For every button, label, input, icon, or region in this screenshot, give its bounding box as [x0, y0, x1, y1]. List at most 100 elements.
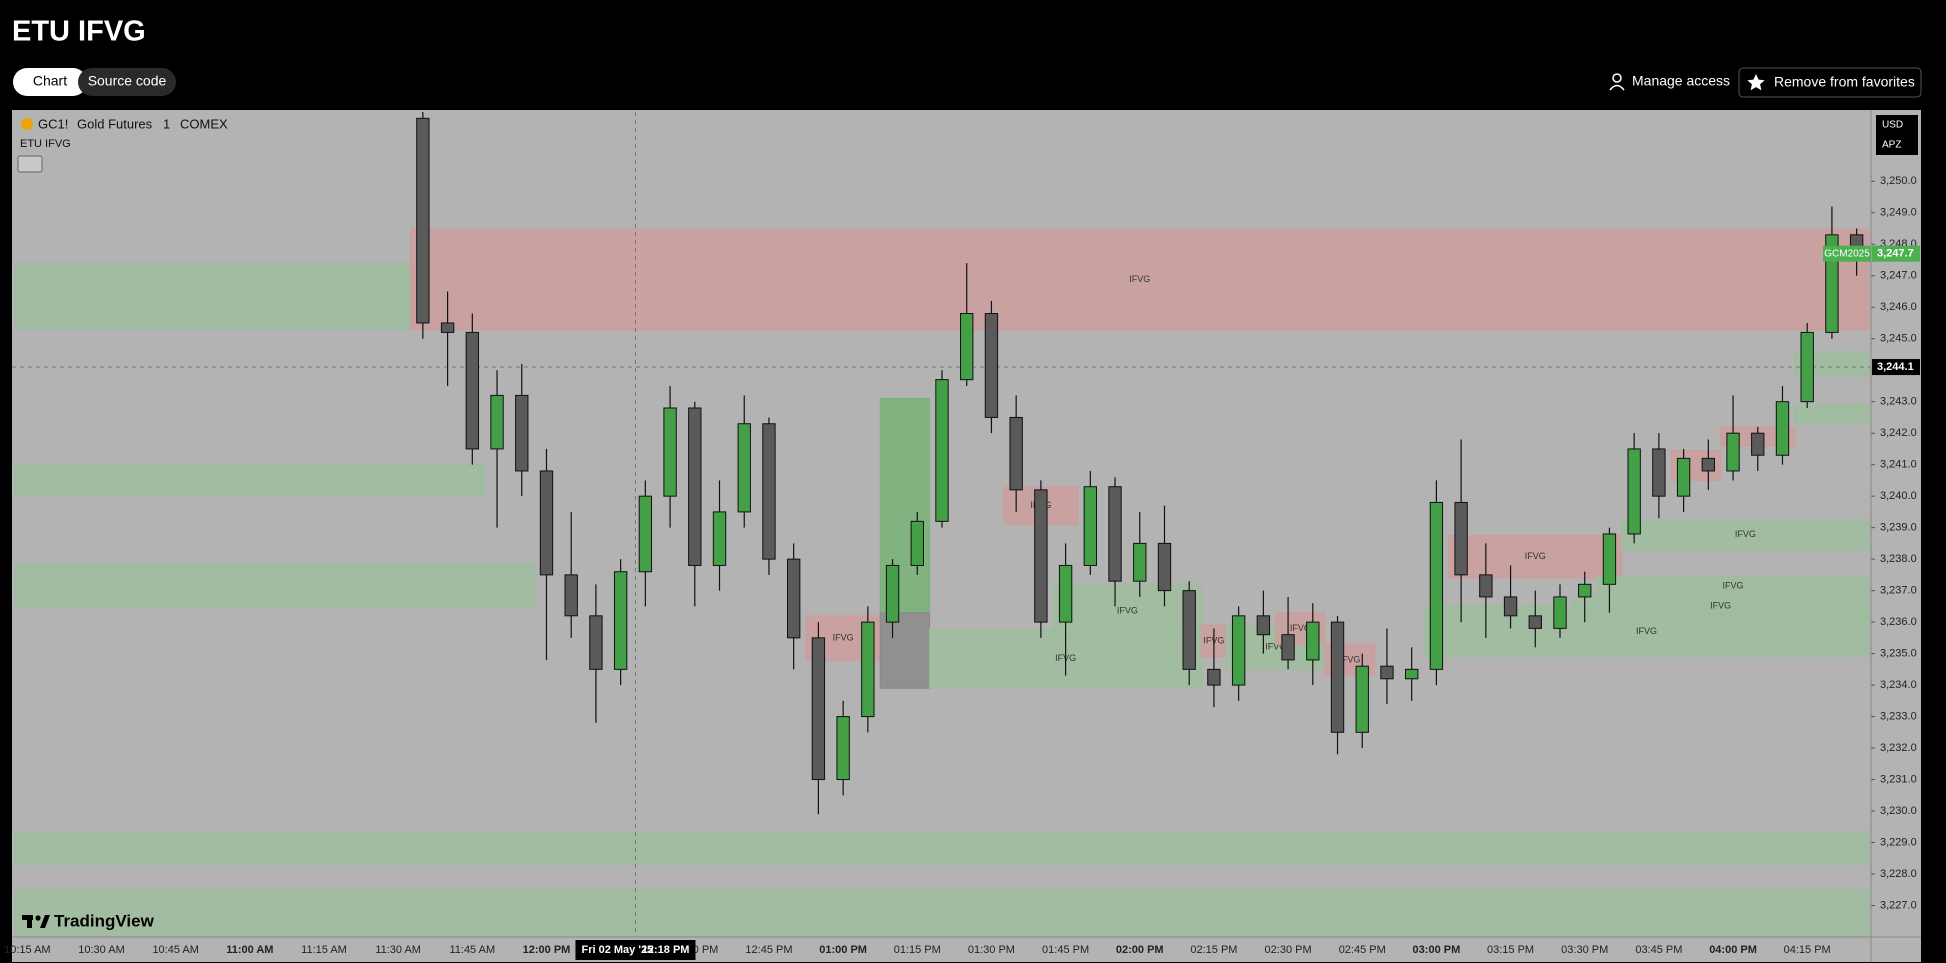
y-tick-label: 3,247.0 — [1880, 270, 1917, 282]
zone — [1052, 583, 1203, 639]
candle-body — [910, 520, 924, 566]
y-tick-label: 3,227.0 — [1880, 899, 1917, 911]
exchange: COMEX — [180, 116, 228, 131]
crosshair-time: 12:18 PM — [642, 944, 690, 956]
x-tick-label: 11:15 AM — [301, 944, 347, 956]
favorite-label[interactable]: Remove from favorites — [1774, 74, 1915, 90]
tab-chart[interactable] — [13, 68, 87, 96]
crosshair-date: Fri 02 May '25 — [581, 944, 653, 956]
last-price-label: 3,247.7 — [1877, 248, 1914, 260]
candle-body — [564, 574, 578, 617]
y-tick-label: 3,236.0 — [1880, 616, 1917, 628]
candle-body — [1676, 457, 1691, 497]
collapse-button[interactable] — [17, 155, 43, 173]
candle-body — [688, 407, 702, 566]
tab-label[interactable]: Source code — [88, 73, 167, 89]
candle-body — [1751, 432, 1765, 456]
manage-access[interactable]: Manage access — [1632, 73, 1730, 89]
y-tick-label: 3,233.0 — [1880, 710, 1917, 722]
x-tick-label: 03:00 PM — [1413, 944, 1461, 956]
candle-body — [589, 615, 603, 670]
x-tick-label: 01:15 PM — [894, 944, 941, 956]
x-tick-label: 10:15 AM — [4, 944, 50, 956]
last-price-tag — [1872, 245, 1920, 262]
x-tick-label: 04:00 PM — [1709, 944, 1757, 956]
tab-source[interactable] — [78, 68, 176, 96]
zone — [14, 262, 412, 330]
zone — [410, 228, 1870, 331]
zone-label: IFVG — [1290, 623, 1311, 633]
x-tick-label: 11:30 AM — [375, 944, 421, 956]
y-tick-label: 3,245.0 — [1880, 333, 1917, 345]
candle-body — [1231, 615, 1246, 686]
zone — [1571, 596, 1870, 617]
y-tick-label: 3,249.0 — [1880, 207, 1917, 219]
candle-body — [762, 423, 776, 560]
candle-body — [1528, 615, 1542, 629]
symbol-icon — [21, 118, 33, 130]
candle-body — [935, 379, 949, 522]
candle-body — [465, 331, 480, 450]
y-tick-label: 3,238.0 — [1880, 553, 1917, 565]
y-tick-label: 3,241.0 — [1880, 459, 1917, 471]
candle-body — [1380, 665, 1394, 680]
zone-label: IFVG — [1339, 654, 1360, 664]
x-tick-label: 11:45 AM — [449, 944, 495, 956]
zone — [1794, 404, 1870, 425]
y-tick-label: 3,240.0 — [1880, 490, 1917, 502]
crosshair-time-tag — [575, 940, 696, 960]
candle-body — [1281, 634, 1295, 661]
y-tick-label: 3,232.0 — [1880, 742, 1917, 754]
candle-body — [1133, 542, 1147, 582]
candle-body — [1701, 457, 1716, 472]
zone — [1621, 519, 1870, 551]
unit[interactable]: APZ — [1882, 140, 1901, 151]
y-tick-label: 3,237.0 — [1880, 585, 1917, 597]
x-tick-label: 01:00 PM — [819, 944, 867, 956]
x-tick-label: 03:45 PM — [1635, 944, 1682, 956]
candle-body — [1207, 668, 1221, 686]
favorite-button[interactable] — [1738, 67, 1922, 98]
candle-body — [515, 394, 529, 472]
x-tick-label: 03:30 PM — [1561, 944, 1608, 956]
x-tick-label: 02:15 PM — [1190, 944, 1237, 956]
y-tick-label: 3,235.0 — [1880, 648, 1917, 660]
y-tick-label: 3,229.0 — [1880, 836, 1917, 848]
candle-body — [787, 558, 801, 639]
zone-label: IFVG — [1525, 551, 1546, 561]
currency[interactable]: USD — [1882, 120, 1903, 131]
candle-body — [960, 313, 974, 381]
zone — [1596, 575, 1870, 596]
candle-body — [1454, 501, 1468, 576]
candle-body — [440, 322, 455, 333]
currency-box[interactable] — [1876, 115, 1918, 155]
candle-body — [1355, 665, 1369, 733]
zone-label: IFVG — [1710, 601, 1731, 611]
candle-body — [490, 394, 504, 450]
person-icon[interactable] — [1609, 73, 1625, 91]
star-icon[interactable] — [1747, 74, 1765, 91]
zone-label: IFVG — [1636, 626, 1657, 636]
candle-body — [1034, 489, 1048, 623]
y-tick-label: 3,250.0 — [1880, 175, 1917, 187]
candle-body — [663, 407, 677, 497]
zone — [1448, 535, 1623, 579]
candle-body — [811, 637, 826, 781]
crosshair-price-label: 3,244.1 — [1877, 361, 1914, 373]
candle-body — [737, 423, 751, 513]
candle-body — [1578, 583, 1592, 598]
tab-label[interactable]: Chart — [33, 73, 67, 89]
candle-body — [1405, 668, 1419, 680]
y-tick-label: 3,239.0 — [1880, 522, 1917, 534]
x-tick-label: 12:45 PM — [745, 944, 792, 956]
zone-label: IFVG — [1265, 642, 1286, 652]
zone — [14, 831, 1870, 866]
y-tick-label: 3,228.0 — [1880, 868, 1917, 880]
symbol: GC1! — [38, 116, 68, 131]
candle-body — [1726, 432, 1740, 472]
logo-mark — [22, 915, 50, 928]
x-tick-label: 01:45 PM — [1042, 944, 1089, 956]
candle-body — [861, 621, 875, 718]
zone-label: IFVG — [1723, 580, 1744, 590]
